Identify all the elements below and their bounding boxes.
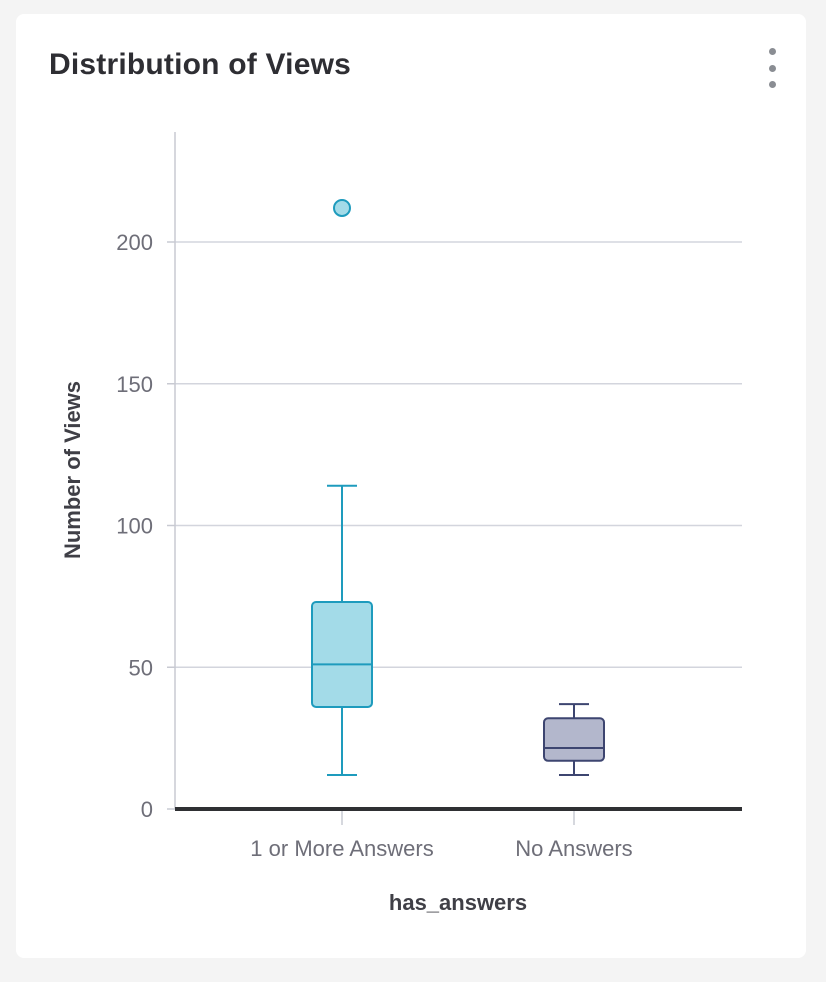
y-tick-label: 50 — [129, 655, 153, 680]
chart-card: Distribution of Views — [16, 14, 806, 958]
x-tick-label: 1 or More Answers — [250, 836, 433, 861]
card-title: Distribution of Views — [49, 48, 352, 81]
y-tick-label: 0 — [141, 797, 153, 822]
x-tick-label: No Answers — [515, 836, 632, 861]
outlier-point[interactable] — [333, 198, 351, 217]
iqr-box[interactable] — [311, 601, 373, 708]
y-tick-label: 150 — [116, 372, 153, 397]
x-axis-title: has_answers — [389, 890, 527, 915]
y-tick-label: 100 — [116, 514, 153, 539]
iqr-box[interactable] — [543, 717, 605, 762]
y-axis-title: Number of Views — [60, 381, 85, 559]
box-0 — [311, 198, 373, 776]
y-tick-label: 200 — [116, 230, 153, 255]
more-vertical-icon[interactable] — [764, 48, 780, 88]
box-1 — [543, 703, 605, 776]
